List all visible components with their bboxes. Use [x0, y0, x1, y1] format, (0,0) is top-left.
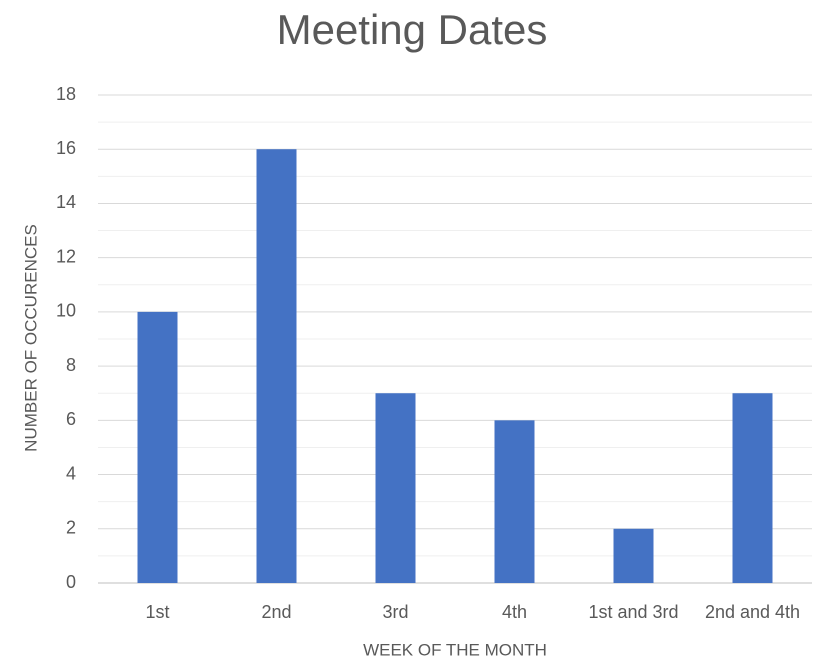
y-tick-label: 2 [66, 518, 76, 538]
y-tick-label: 10 [56, 301, 76, 321]
bar [256, 149, 297, 583]
x-tick-label: 2nd [261, 602, 291, 622]
bar [375, 393, 416, 583]
x-axis-title: WEEK OF THE MONTH [363, 640, 547, 659]
y-tick-label: 18 [56, 84, 76, 104]
x-tick-label: 3rd [382, 602, 408, 622]
y-tick-label: 4 [66, 463, 76, 483]
x-tick-label: 1st and 3rd [588, 602, 678, 622]
y-tick-label: 8 [66, 355, 76, 375]
bar [137, 311, 178, 583]
bar [613, 528, 654, 583]
y-tick-label: 14 [56, 192, 76, 212]
bar [732, 393, 773, 583]
bar [494, 420, 535, 583]
y-axis-title: NUMBER OF OCCURENCES [21, 224, 40, 452]
x-tick-label: 1st [145, 602, 169, 622]
y-tick-label: 16 [56, 138, 76, 158]
y-tick-label: 12 [56, 246, 76, 266]
y-tick-label: 0 [66, 572, 76, 592]
x-tick-label: 4th [502, 602, 527, 622]
chart-title: Meeting Dates [277, 6, 548, 53]
y-tick-label: 6 [66, 409, 76, 429]
x-tick-label: 2nd and 4th [705, 602, 800, 622]
